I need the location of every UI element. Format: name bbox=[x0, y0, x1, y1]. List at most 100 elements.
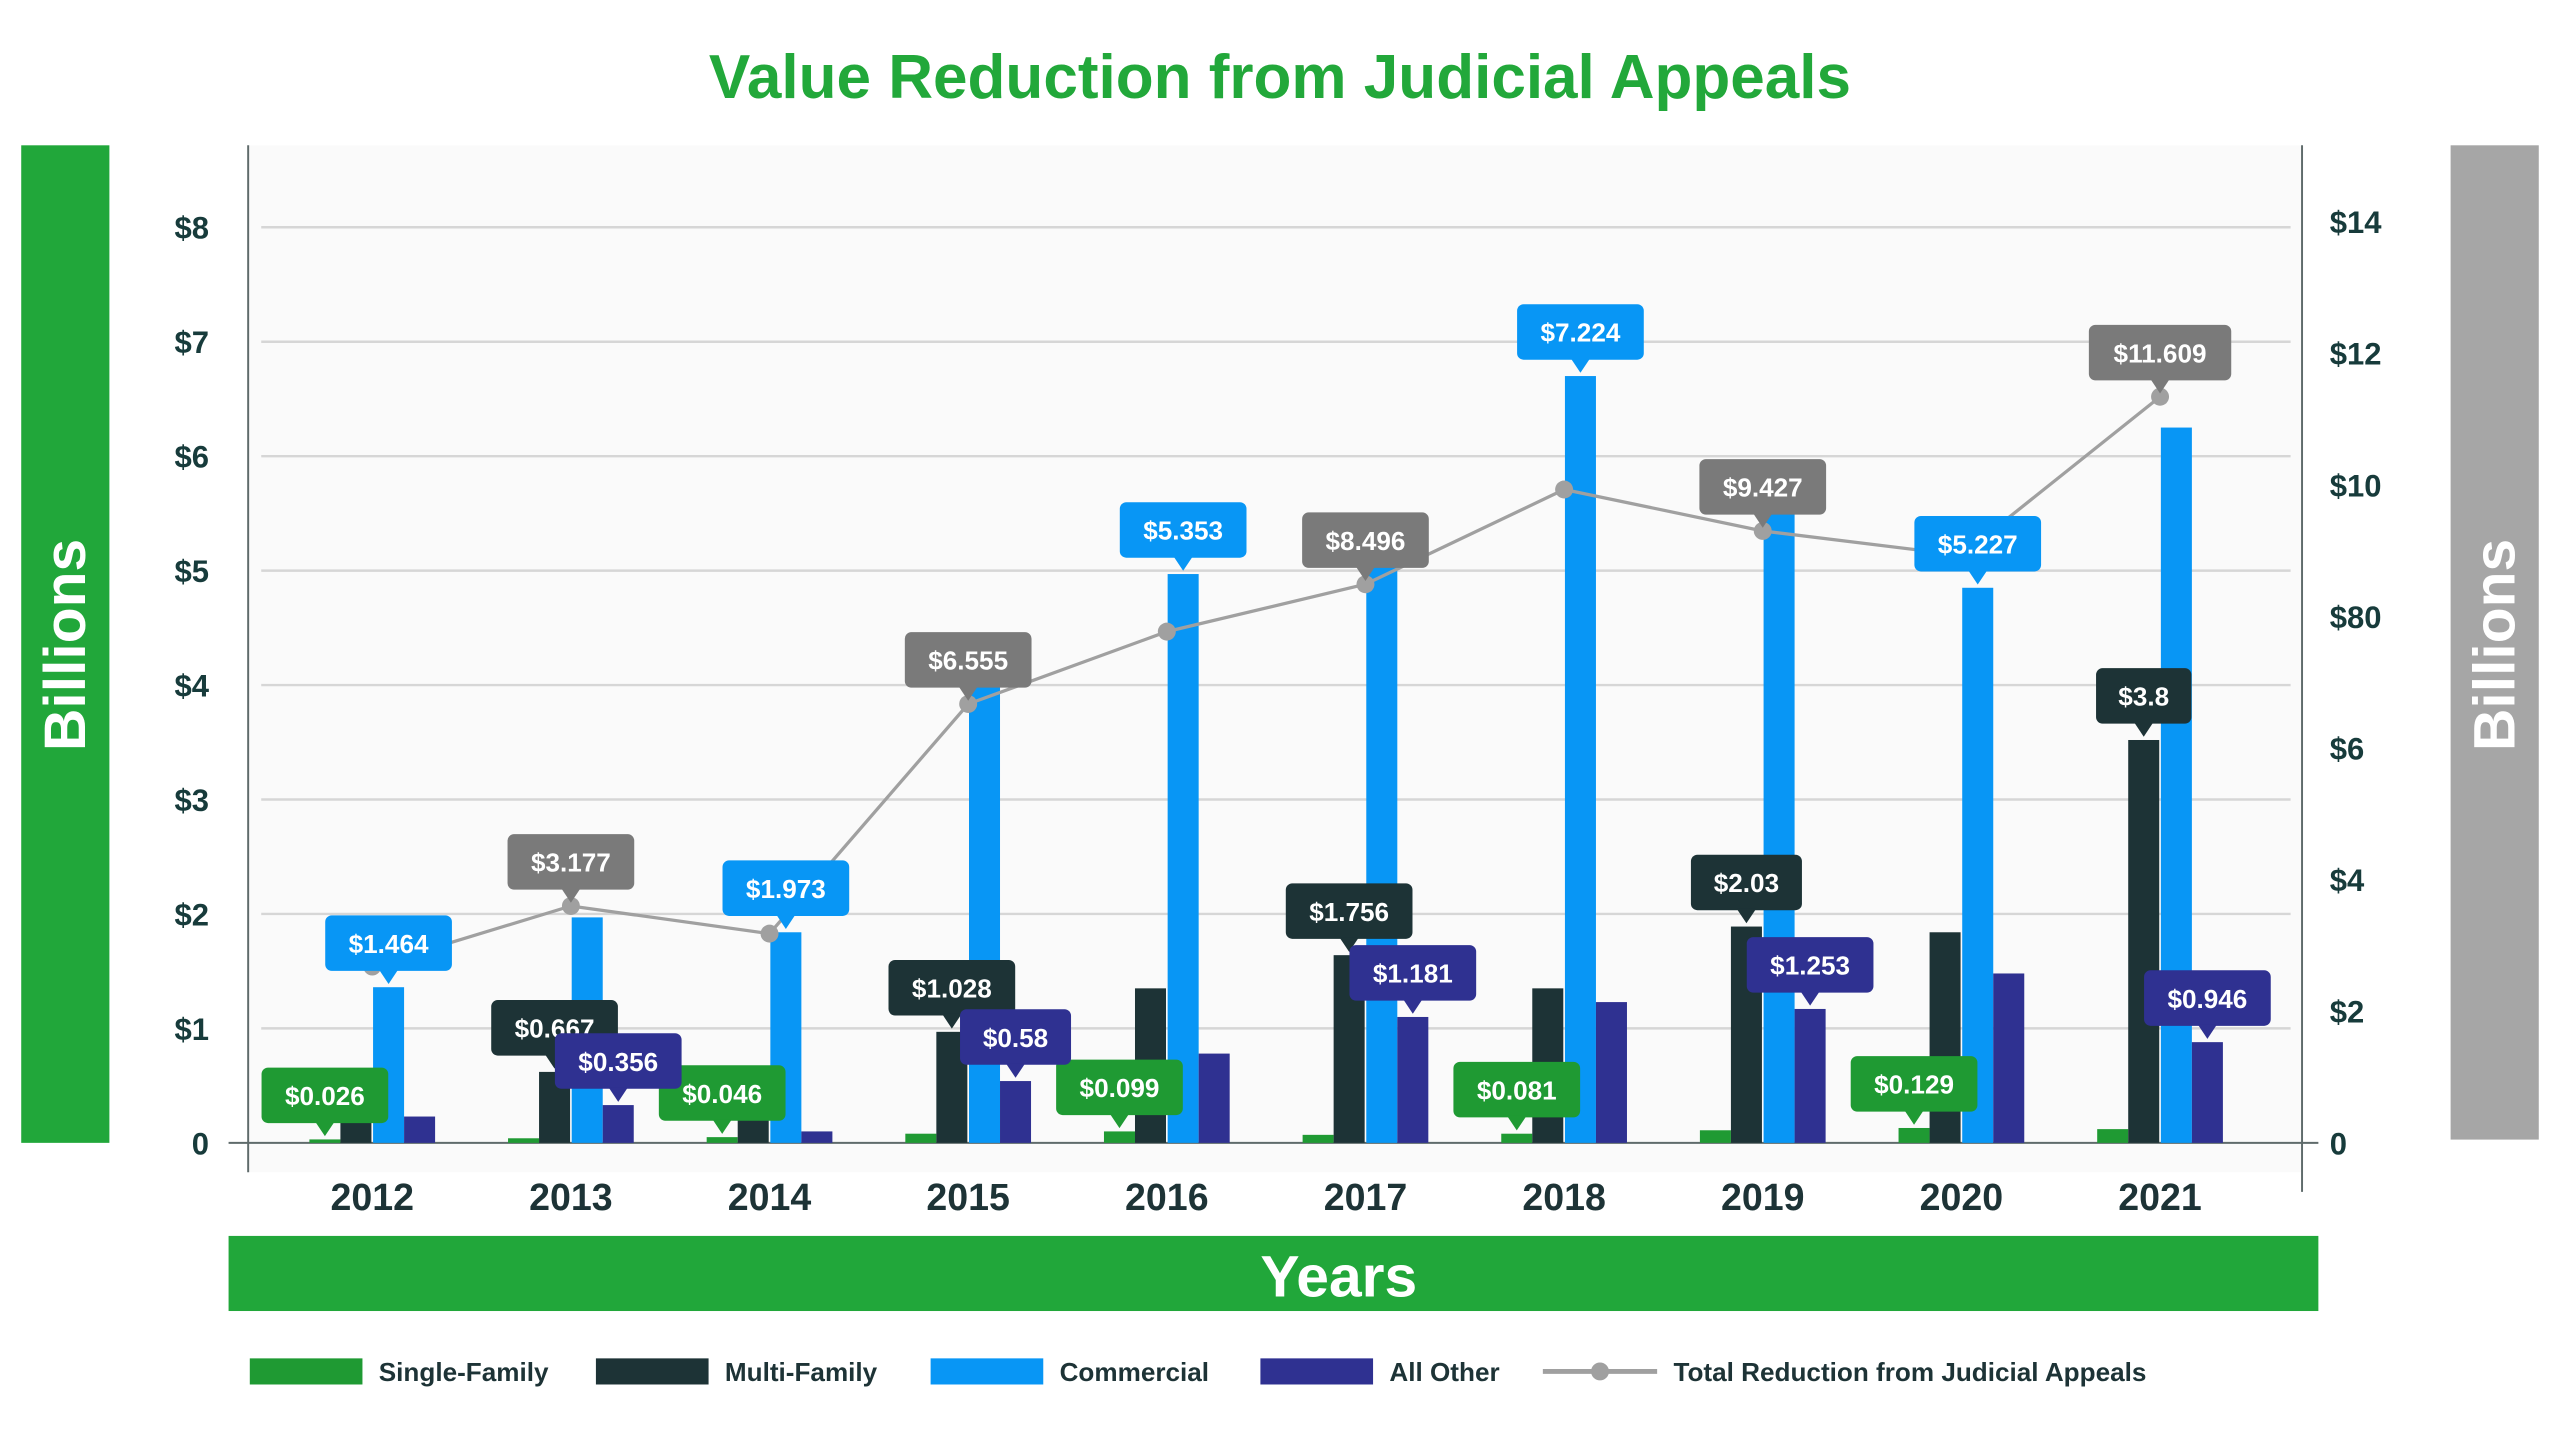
y2-tick-label: 0 bbox=[2330, 1126, 2347, 1161]
data-label: $8.496 bbox=[1302, 512, 1429, 581]
x-tick-label: 2012 bbox=[330, 1176, 414, 1218]
bar-all-other bbox=[404, 1116, 436, 1143]
data-label: $0.046 bbox=[658, 1065, 786, 1134]
data-label-text: $0.58 bbox=[983, 1023, 1048, 1053]
data-label-text: $1.756 bbox=[1309, 897, 1389, 927]
y2-tick-label: $12 bbox=[2330, 337, 2382, 372]
y-tick-label: $4 bbox=[174, 668, 209, 703]
data-label-pointer bbox=[315, 1121, 335, 1137]
data-label-text: $1.464 bbox=[349, 929, 429, 959]
data-label-pointer bbox=[1403, 999, 1423, 1014]
bar-single-family bbox=[706, 1137, 738, 1143]
y2-tick-label: $10 bbox=[2330, 468, 2382, 503]
data-label: $0.129 bbox=[1850, 1056, 1978, 1125]
x-tick-label: 2014 bbox=[728, 1176, 812, 1218]
bar-all-other bbox=[1000, 1081, 1032, 1143]
data-label-text: $3.177 bbox=[531, 848, 611, 878]
data-label: $2.03 bbox=[1690, 854, 1802, 924]
bar-all-other bbox=[801, 1131, 833, 1143]
y2-tick-label: $6 bbox=[2330, 732, 2365, 767]
data-label-box bbox=[1119, 502, 1247, 558]
y-tick-label: $7 bbox=[174, 325, 209, 360]
bar-multi-family bbox=[340, 1119, 372, 1143]
data-label-pointer bbox=[561, 888, 581, 903]
y-tick-label: 0 bbox=[192, 1126, 209, 1161]
data-label-pointer bbox=[2150, 378, 2170, 394]
y2-tick-label: $14 bbox=[2330, 205, 2382, 240]
data-label-box bbox=[1285, 883, 1413, 939]
data-label-text: $7.224 bbox=[1541, 318, 1621, 348]
y2-tick-label: $80 bbox=[2330, 600, 2382, 635]
data-label-pointer bbox=[1967, 569, 1988, 585]
data-label-box bbox=[1914, 515, 2042, 572]
data-label-box bbox=[2096, 668, 2192, 724]
data-label: $0.356 bbox=[554, 1033, 682, 1102]
data-label-box bbox=[960, 1009, 1072, 1065]
legend-label: Commercial bbox=[1060, 1357, 1209, 1387]
data-label-text: $0.946 bbox=[2167, 984, 2247, 1014]
bar-commercial bbox=[1763, 501, 1795, 1143]
data-label: $3.8 bbox=[2096, 668, 2192, 737]
data-label-pointer bbox=[2197, 1024, 2218, 1039]
x-tick-label: 2016 bbox=[1125, 1176, 1209, 1218]
legend-swatch bbox=[249, 1358, 363, 1385]
data-label: $0.099 bbox=[1056, 1059, 1183, 1129]
x-tick-label: 2018 bbox=[1522, 1176, 1606, 1218]
data-label-box bbox=[1349, 945, 1477, 1001]
data-label: $1.028 bbox=[888, 960, 1016, 1029]
x-axis-title: Years bbox=[1260, 1244, 1417, 1309]
data-label-box bbox=[1056, 1059, 1183, 1116]
data-label: $0.946 bbox=[2144, 970, 2271, 1039]
data-label-box bbox=[1517, 304, 1644, 360]
left-axis-band bbox=[21, 145, 110, 1143]
data-label-box bbox=[2144, 970, 2271, 1026]
bar-multi-family bbox=[737, 1119, 769, 1143]
data-label-box bbox=[1850, 1056, 1978, 1112]
data-label-box bbox=[888, 960, 1016, 1016]
data-label-pointer bbox=[942, 1013, 962, 1029]
bar-single-family bbox=[309, 1139, 341, 1143]
data-label-text: $5.353 bbox=[1143, 516, 1223, 546]
data-label-box bbox=[2088, 324, 2232, 381]
legend: Single-Family Multi-Family Commercial All O… bbox=[249, 1357, 2146, 1387]
right-axis-title: Billions bbox=[2462, 539, 2527, 751]
x-tick-label: 2020 bbox=[1920, 1176, 2004, 1218]
data-label-pointer bbox=[378, 969, 399, 984]
data-label-pointer bbox=[712, 1119, 732, 1134]
y-tick-label: $2 bbox=[174, 897, 209, 932]
data-label-text: $0.026 bbox=[285, 1081, 365, 1111]
x-tick-label: 2015 bbox=[926, 1176, 1010, 1218]
bar-multi-family bbox=[2128, 739, 2160, 1143]
data-label: $1.253 bbox=[1746, 937, 1874, 1006]
y2-tick-label: $4 bbox=[2330, 863, 2365, 898]
data-label: $0.58 bbox=[960, 1009, 1072, 1078]
legend-label: Total Reduction from Judicial Appeals bbox=[1673, 1357, 2146, 1387]
total-point bbox=[959, 695, 978, 713]
bar-single-family bbox=[905, 1133, 937, 1143]
y-tick-label: $1 bbox=[174, 1012, 209, 1047]
left-axis-title: Billions bbox=[33, 539, 98, 751]
x-tick-label: 2013 bbox=[529, 1176, 613, 1218]
data-label-pointer bbox=[1339, 937, 1359, 952]
total-line bbox=[371, 395, 2162, 969]
y2-tick-label: $2 bbox=[2330, 995, 2365, 1030]
legend-label: All Other bbox=[1389, 1357, 1499, 1387]
data-label-box bbox=[1699, 459, 1827, 515]
data-label-pointer bbox=[1736, 908, 1757, 924]
data-label: $5.353 bbox=[1119, 502, 1247, 571]
data-label-text: $0.081 bbox=[1477, 1075, 1557, 1105]
bar-all-other bbox=[2191, 1042, 2223, 1143]
data-label: $0.081 bbox=[1453, 1061, 1581, 1131]
data-label-pointer bbox=[2133, 722, 2154, 737]
data-label-box bbox=[507, 834, 635, 890]
data-label-text: $1.181 bbox=[1373, 959, 1453, 989]
bar-single-family bbox=[508, 1138, 540, 1143]
total-point bbox=[1157, 622, 1176, 641]
bar-single-family bbox=[1501, 1133, 1533, 1143]
y-tick-label: $6 bbox=[174, 440, 209, 475]
total-point bbox=[2151, 387, 2170, 406]
bar-all-other bbox=[1397, 1016, 1429, 1143]
bar-single-family bbox=[1103, 1131, 1135, 1143]
data-label: $6.555 bbox=[904, 632, 1032, 701]
